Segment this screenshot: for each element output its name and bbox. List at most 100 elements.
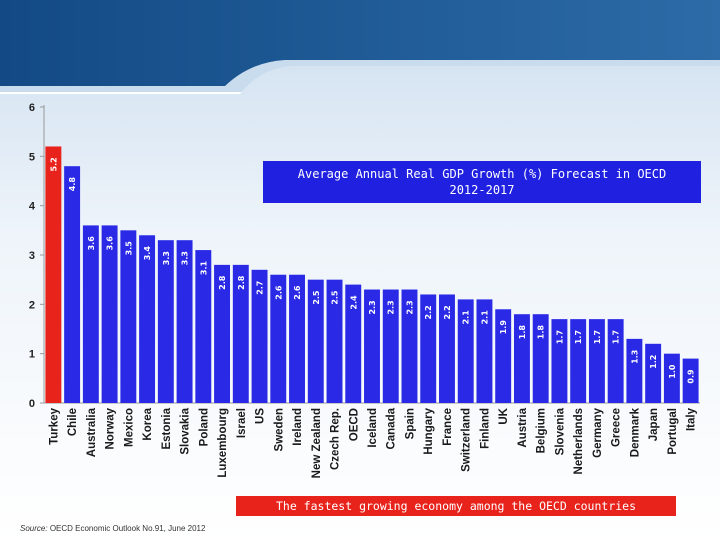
- bar-value-label: 2.1: [462, 310, 471, 325]
- bar: [214, 264, 231, 403]
- bar: [588, 319, 605, 403]
- category-label: Finland: [479, 408, 491, 449]
- category-label: France: [442, 408, 454, 446]
- bar-value-label: 1.7: [593, 330, 602, 344]
- category-label: Austria: [517, 407, 529, 447]
- bar-value-label: 2.1: [480, 310, 489, 325]
- bar: [476, 299, 493, 403]
- bar-value-label: 4.8: [68, 177, 77, 192]
- bar-value-label: 3.6: [87, 236, 96, 251]
- category-label: Chile: [67, 408, 79, 436]
- chart-title-line-1: Average Annual Real GDP Growth (%) Forec…: [297, 167, 667, 181]
- category-label: Canada: [386, 407, 398, 449]
- bar-value-label: 0.9: [687, 369, 696, 384]
- category-label: Luxembourg: [217, 408, 229, 478]
- bar-value-label: 1.3: [630, 350, 639, 364]
- category-label: Czech Rep.: [330, 408, 342, 470]
- category-label: Turkey: [48, 407, 60, 444]
- bar-value-label: 3.1: [199, 260, 208, 275]
- bar-value-label: 2.5: [331, 290, 340, 305]
- bar-value-label: 2.6: [293, 285, 302, 300]
- category-label: Japan: [648, 408, 660, 441]
- category-label: OECD: [348, 408, 360, 441]
- bar: [457, 299, 474, 403]
- bar-value-label: 3.4: [143, 246, 152, 261]
- bar-value-label: 2.2: [443, 305, 452, 319]
- bar-value-label: 3.5: [124, 241, 133, 256]
- bar: [663, 353, 680, 403]
- bar: [532, 314, 549, 403]
- bar-value-label: 3.3: [162, 251, 171, 265]
- category-label: Iceland: [367, 408, 379, 448]
- chart-title-line-2: 2012-2017: [449, 183, 515, 197]
- bar: [607, 319, 624, 403]
- bar: [570, 319, 587, 403]
- bar: [345, 284, 362, 403]
- bar-value-label: 1.2: [649, 355, 658, 369]
- bar: [401, 289, 418, 403]
- category-label: Portugal: [667, 408, 679, 455]
- bar-value-label: 2.3: [368, 300, 377, 314]
- bar: [101, 225, 118, 403]
- bar-value-label: 2.8: [237, 275, 246, 290]
- bar: [139, 235, 156, 403]
- category-label: Mexico: [123, 408, 135, 447]
- bar: [64, 166, 81, 403]
- bar-value-label: 1.7: [612, 330, 621, 344]
- bar: [195, 250, 212, 403]
- bar-value-label: 1.8: [518, 325, 527, 340]
- bar: [645, 343, 662, 403]
- category-label: Poland: [198, 408, 210, 446]
- source-text: OECD Economic Outlook No.91, June 2012: [49, 524, 206, 533]
- y-tick-label: 2: [29, 299, 35, 311]
- category-label: Estonia: [161, 407, 173, 449]
- bar-value-label: 2.6: [274, 285, 283, 300]
- bar: [382, 289, 399, 403]
- bar: [551, 319, 568, 403]
- bar-value-label: 2.7: [256, 281, 265, 295]
- bar-value-label: 1.8: [537, 325, 546, 340]
- bar: [420, 294, 437, 403]
- category-label: Denmark: [629, 407, 641, 457]
- bar-value-label: 3.6: [106, 236, 115, 251]
- chart-title: Average Annual Real GDP Growth (%) Forec…: [263, 161, 701, 203]
- bar: [157, 240, 174, 403]
- y-tick-label: 3: [29, 250, 35, 262]
- category-label: UK: [498, 407, 510, 424]
- bar: [232, 264, 249, 403]
- bar: [176, 240, 193, 403]
- category-label: New Zealand: [311, 408, 323, 478]
- bar-value-label: 2.8: [218, 275, 227, 290]
- bar: [307, 279, 324, 403]
- bar: [82, 225, 99, 403]
- category-label: Belgium: [536, 408, 548, 453]
- source-note: Source: OECD Economic Outlook No.91, Jun…: [20, 524, 205, 533]
- bar-value-label: 1.0: [668, 364, 677, 379]
- bar: [45, 146, 62, 403]
- bar-value-label: 1.9: [499, 320, 508, 335]
- y-tick-label: 5: [29, 151, 35, 163]
- category-label: US: [255, 408, 267, 424]
- category-label: Korea: [142, 407, 154, 440]
- bar-chart: 0 1 2 3 4 5 6 5.2 Turkey 4.8 Chile 3.6 Australia 3.6 N…: [29, 102, 700, 478]
- fastest-growing-banner: The fastest growing economy among the OE…: [236, 496, 676, 516]
- bar: [364, 289, 380, 403]
- category-label: Italy: [686, 407, 698, 431]
- bar: [270, 274, 287, 403]
- category-label: Netherlands: [573, 408, 585, 474]
- source-label: Source:: [20, 524, 48, 533]
- bar: [439, 294, 455, 403]
- category-label: Slovakia: [180, 407, 192, 454]
- y-tick-label: 4: [29, 201, 36, 213]
- bar: [682, 358, 699, 403]
- category-label: Germany: [592, 407, 604, 457]
- bar: [513, 314, 530, 403]
- y-tick-label: 6: [29, 102, 35, 114]
- category-label: Spain: [404, 408, 416, 439]
- category-label: Hungary: [423, 407, 435, 454]
- category-label: Switzerland: [461, 408, 473, 472]
- bar-value-label: 2.5: [312, 290, 321, 305]
- bar-value-label: 3.3: [181, 251, 190, 265]
- category-label: Israel: [236, 408, 248, 438]
